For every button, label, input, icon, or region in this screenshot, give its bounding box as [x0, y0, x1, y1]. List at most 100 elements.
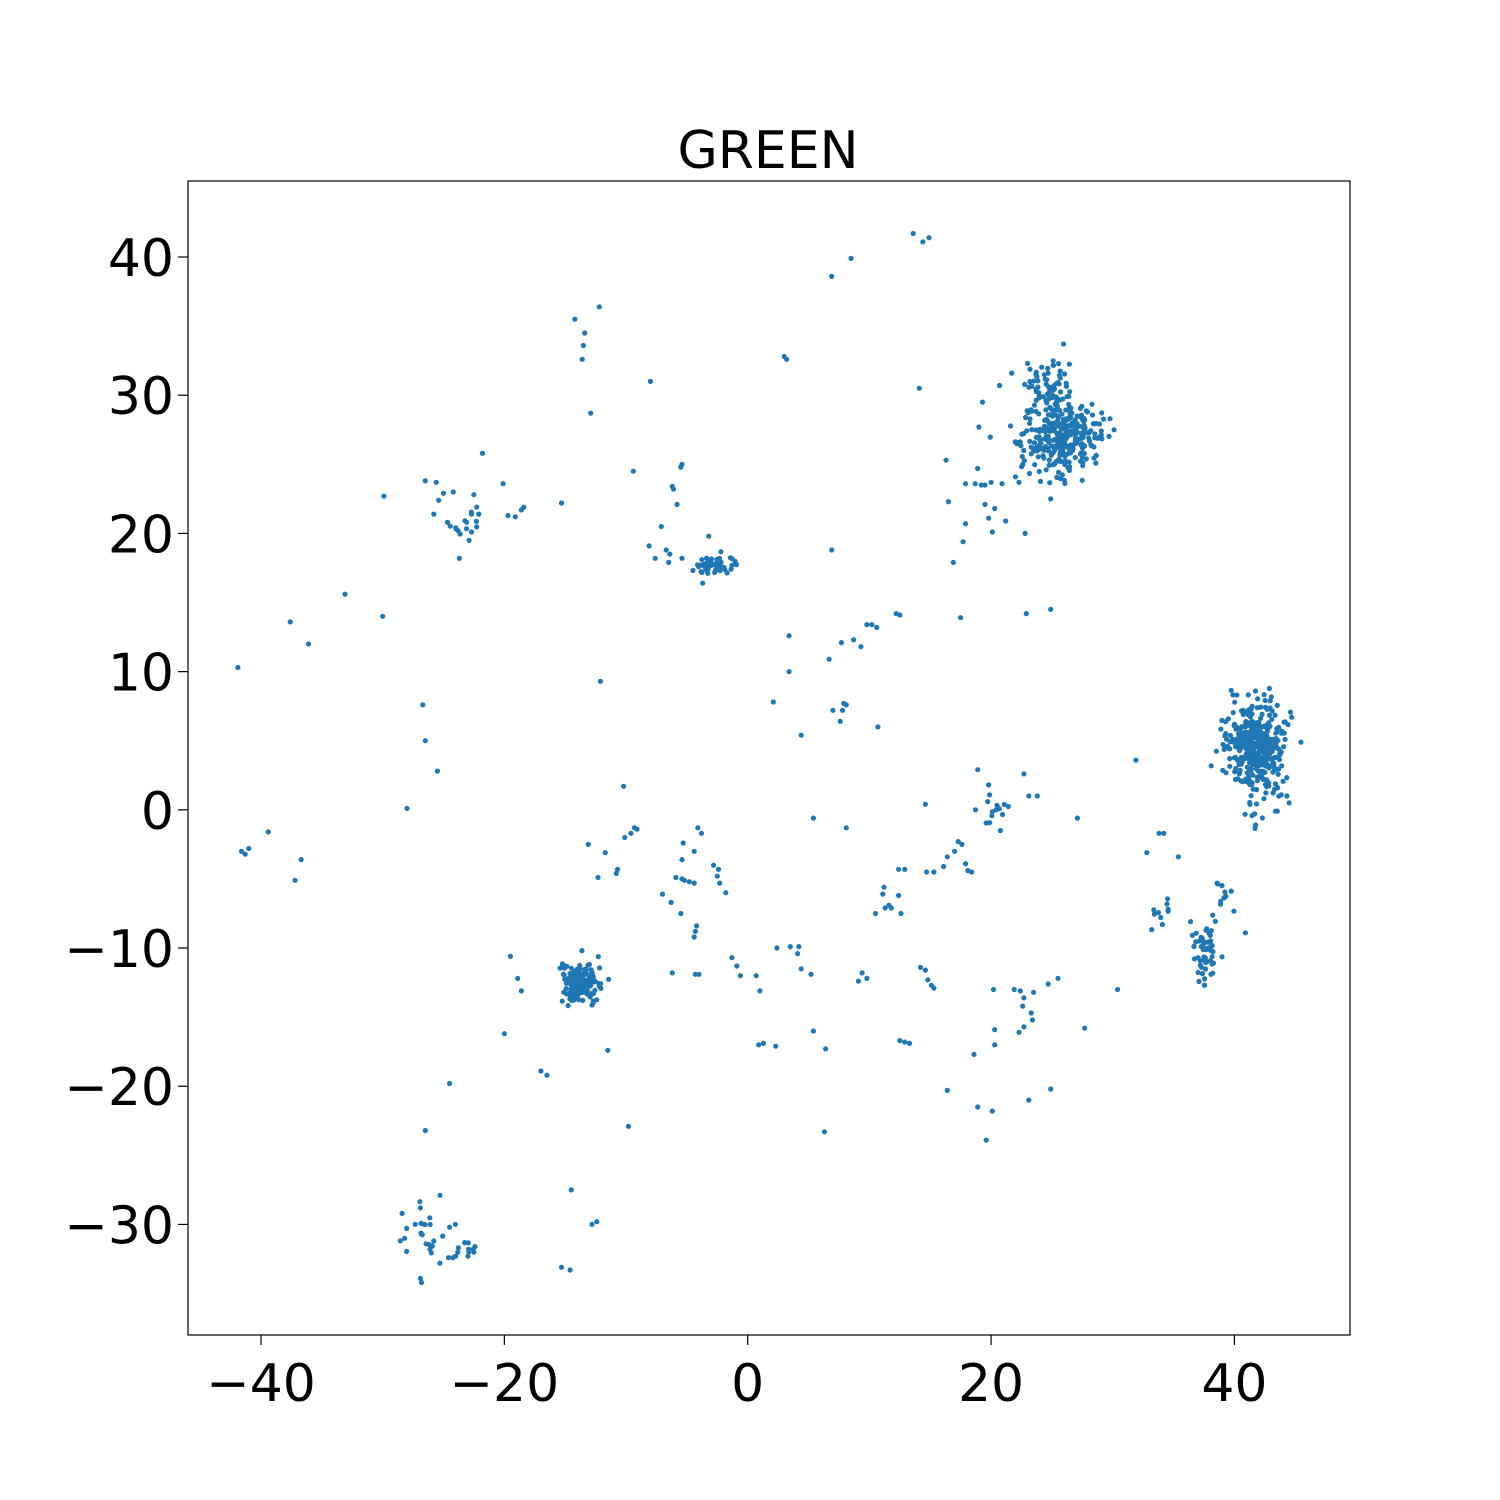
scatter-point [1027, 438, 1033, 444]
scatter-point [1031, 402, 1037, 408]
scatter-point [452, 1221, 458, 1227]
scatter-point [737, 973, 744, 979]
scatter-point [922, 967, 929, 973]
scatter-point [1078, 430, 1084, 436]
scatter-point [1052, 461, 1058, 467]
scatter-point [595, 954, 601, 960]
scatter-point [753, 973, 759, 979]
scatter-point [1106, 433, 1112, 439]
scatter-point [926, 235, 932, 241]
scatter-point [1026, 793, 1032, 799]
scatter-point [989, 529, 995, 535]
scatter-point [1241, 733, 1248, 739]
x-tick-label: 40 [1201, 1354, 1267, 1414]
scatter-point [1269, 716, 1275, 722]
scatter-point [417, 1205, 423, 1211]
scatter-point [1276, 724, 1282, 731]
scatter-point [1036, 468, 1042, 475]
scatter-point [1238, 708, 1245, 714]
scatter-point [1258, 743, 1264, 749]
scatter-point [808, 971, 814, 977]
scatter-point [1058, 436, 1064, 442]
points-layer [235, 230, 1304, 1286]
scatter-point [1011, 986, 1017, 993]
scatter-point [1012, 474, 1019, 480]
scatter-point [569, 974, 575, 980]
scatter-point [770, 699, 776, 705]
x-tick-label: −40 [206, 1354, 316, 1414]
scatter-point [674, 501, 680, 507]
scatter-point [972, 481, 978, 487]
scatter-point [1046, 462, 1052, 468]
scatter-point [888, 905, 894, 911]
scatter-point [418, 1220, 424, 1226]
scatter-point [715, 866, 722, 872]
scatter-point [479, 450, 486, 456]
scatter-point [1048, 406, 1055, 412]
scatter-point [1165, 908, 1171, 914]
scatter-point [450, 489, 456, 495]
scatter-point [1012, 439, 1018, 445]
scatter-point [992, 505, 998, 512]
scatter-point [1245, 692, 1251, 698]
scatter-point [1092, 431, 1098, 437]
scatter-point [558, 1264, 565, 1270]
scatter-point [960, 539, 966, 545]
scatter-point [1247, 799, 1253, 806]
scatter-point [621, 783, 627, 789]
scatter-point [1202, 959, 1209, 966]
scatter-point [979, 399, 986, 405]
scatter-point [1111, 427, 1117, 433]
y-tick-label: 0 [141, 782, 174, 842]
scatter-point [1061, 477, 1067, 483]
scatter-point [1258, 715, 1264, 722]
scatter-point [1035, 378, 1041, 384]
plot-area-frame [187, 180, 1351, 1336]
scatter-point [1098, 428, 1104, 434]
scatter-point [714, 556, 720, 563]
scatter-point [1029, 427, 1035, 433]
scatter-point [1248, 766, 1254, 772]
scatter-point [605, 1047, 611, 1053]
scatter-point [1261, 796, 1267, 802]
scatter-point [975, 1104, 981, 1110]
scatter-point [518, 988, 525, 994]
scatter-point [872, 910, 879, 917]
scatter-point [727, 555, 734, 561]
scatter-point [1046, 384, 1052, 390]
scatter-point [712, 569, 718, 575]
scatter-point [1049, 384, 1055, 390]
scatter-point [1266, 712, 1272, 718]
scatter-point [922, 801, 929, 807]
scatter-point [420, 702, 426, 708]
scatter-point [1057, 389, 1063, 395]
scatter-point [1272, 786, 1278, 792]
scatter-point [594, 1219, 600, 1225]
scatter-point [380, 613, 386, 619]
scatter-point [1005, 803, 1011, 810]
scatter-point [1048, 496, 1054, 502]
scatter-point [823, 1046, 829, 1052]
scatter-point [699, 569, 705, 576]
scatter-point [1072, 454, 1078, 461]
scatter-point [613, 870, 619, 877]
scatter-point [711, 862, 717, 868]
scatter-point [444, 519, 451, 526]
scatter-point [985, 799, 991, 805]
scatter-point [571, 969, 577, 976]
scatter-point [962, 861, 969, 867]
scatter-point [1034, 793, 1040, 799]
scatter-point [468, 511, 475, 517]
scatter-point [1259, 711, 1265, 718]
scatter-point [566, 977, 572, 984]
scatter-point [265, 829, 271, 835]
scatter-point [1151, 907, 1157, 913]
scatter-point [1202, 976, 1208, 982]
scatter-point [728, 566, 734, 572]
scatter-point [718, 559, 724, 566]
scatter-point [569, 997, 575, 1004]
scatter-point [673, 874, 679, 881]
scatter-point [1267, 723, 1273, 730]
scatter-point [583, 980, 589, 986]
scatter-point [760, 1040, 767, 1046]
